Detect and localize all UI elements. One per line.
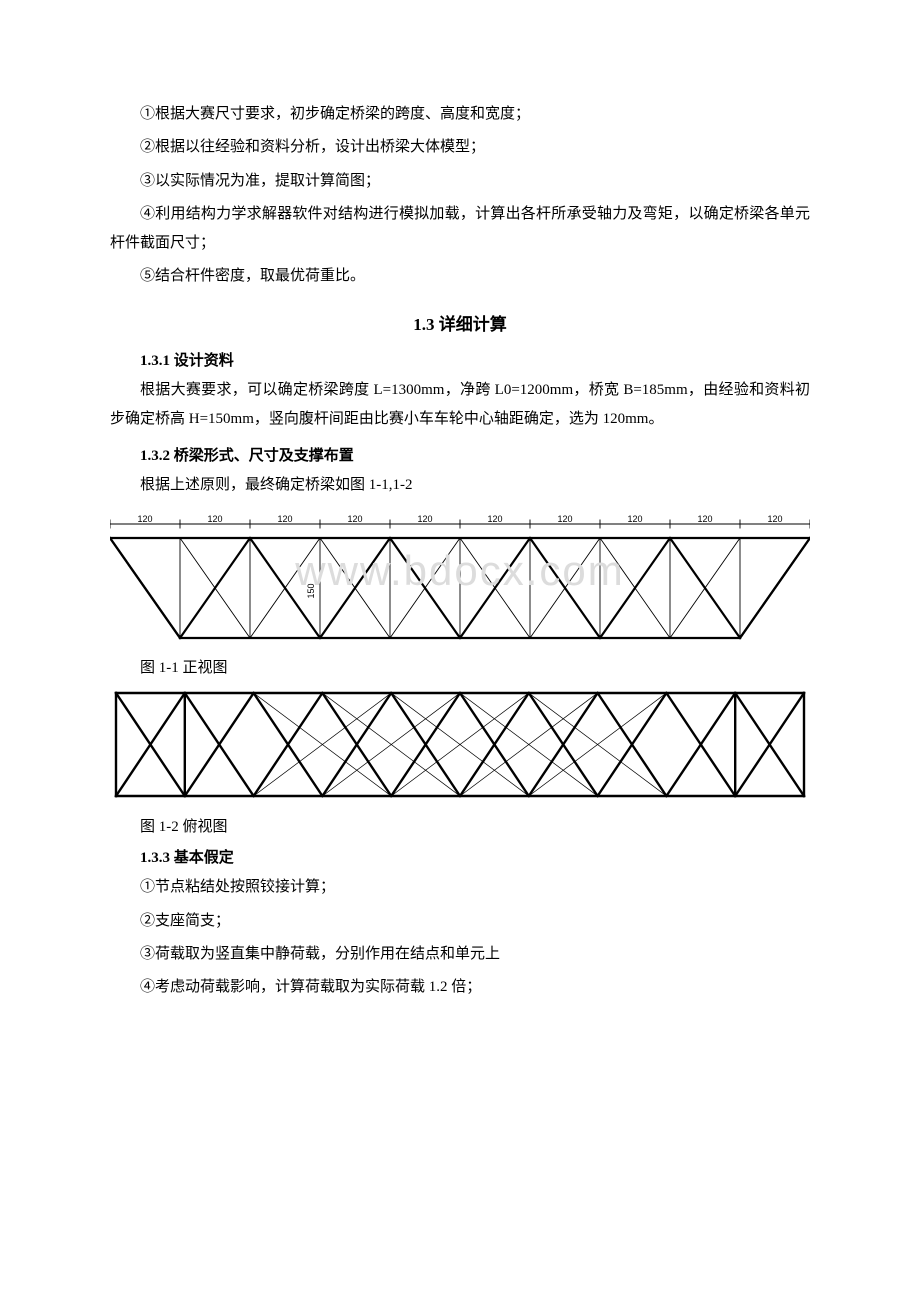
figure-1-1-elevation: 120 120 120 120 120 120 120 120 120 120 150 xyxy=(110,508,810,643)
section-1-3-2-title: 1.3.2 桥梁形式、尺寸及支撑布置 xyxy=(110,444,810,465)
assumption-2: ②支座简支； xyxy=(110,907,810,936)
svg-text:120: 120 xyxy=(767,514,782,524)
figure-1-2-container xyxy=(110,687,810,807)
figure-1-1-container: www.bdocx.com 12012012012012012012012012… xyxy=(110,508,810,648)
step-1: ①根据大赛尺寸要求，初步确定桥梁的跨度、高度和宽度； xyxy=(110,100,810,129)
svg-text:120: 120 xyxy=(137,514,152,524)
svg-text:120: 120 xyxy=(697,514,712,524)
document-page: ①根据大赛尺寸要求，初步确定桥梁的跨度、高度和宽度； ②根据以往经验和资料分析，… xyxy=(0,0,920,1066)
svg-text:120: 120 xyxy=(557,514,572,524)
section-1-3-1-body: 根据大赛要求，可以确定桥梁跨度 L=1300mm，净跨 L0=1200mm，桥宽… xyxy=(110,376,810,435)
svg-text:120: 120 xyxy=(417,514,432,524)
svg-text:120: 120 xyxy=(627,514,642,524)
svg-text:150: 150 xyxy=(306,584,316,599)
svg-text:120: 120 xyxy=(207,514,222,524)
step-2: ②根据以往经验和资料分析，设计出桥梁大体模型； xyxy=(110,133,810,162)
assumption-1: ①节点粘结处按照铰接计算； xyxy=(110,873,810,902)
svg-text:120: 120 xyxy=(277,514,292,524)
figure-1-2-caption: 图 1-2 俯视图 xyxy=(110,815,810,836)
figure-1-1-caption: 图 1-1 正视图 xyxy=(110,656,810,677)
figure-1-2-plan xyxy=(110,687,810,802)
step-3: ③以实际情况为准，提取计算简图； xyxy=(110,167,810,196)
svg-text:120: 120 xyxy=(347,514,362,524)
assumption-4: ④考虑动荷载影响，计算荷载取为实际荷载 1.2 倍； xyxy=(110,973,810,1002)
step-4: ④利用结构力学求解器软件对结构进行模拟加载，计算出各杆所承受轴力及弯矩，以确定桥… xyxy=(110,200,810,259)
section-1-3-1-title: 1.3.1 设计资料 xyxy=(110,349,810,370)
section-1-3-title: 1.3 详细计算 xyxy=(110,310,810,335)
section-1-3-3-title: 1.3.3 基本假定 xyxy=(110,846,810,867)
step-5: ⑤结合杆件密度，取最优荷重比。 xyxy=(110,262,810,291)
section-1-3-2-intro: 根据上述原则，最终确定桥梁如图 1-1,1-2 xyxy=(110,471,810,500)
svg-text:120: 120 xyxy=(487,514,502,524)
assumption-3: ③荷载取为竖直集中静荷载，分别作用在结点和单元上 xyxy=(110,940,810,969)
